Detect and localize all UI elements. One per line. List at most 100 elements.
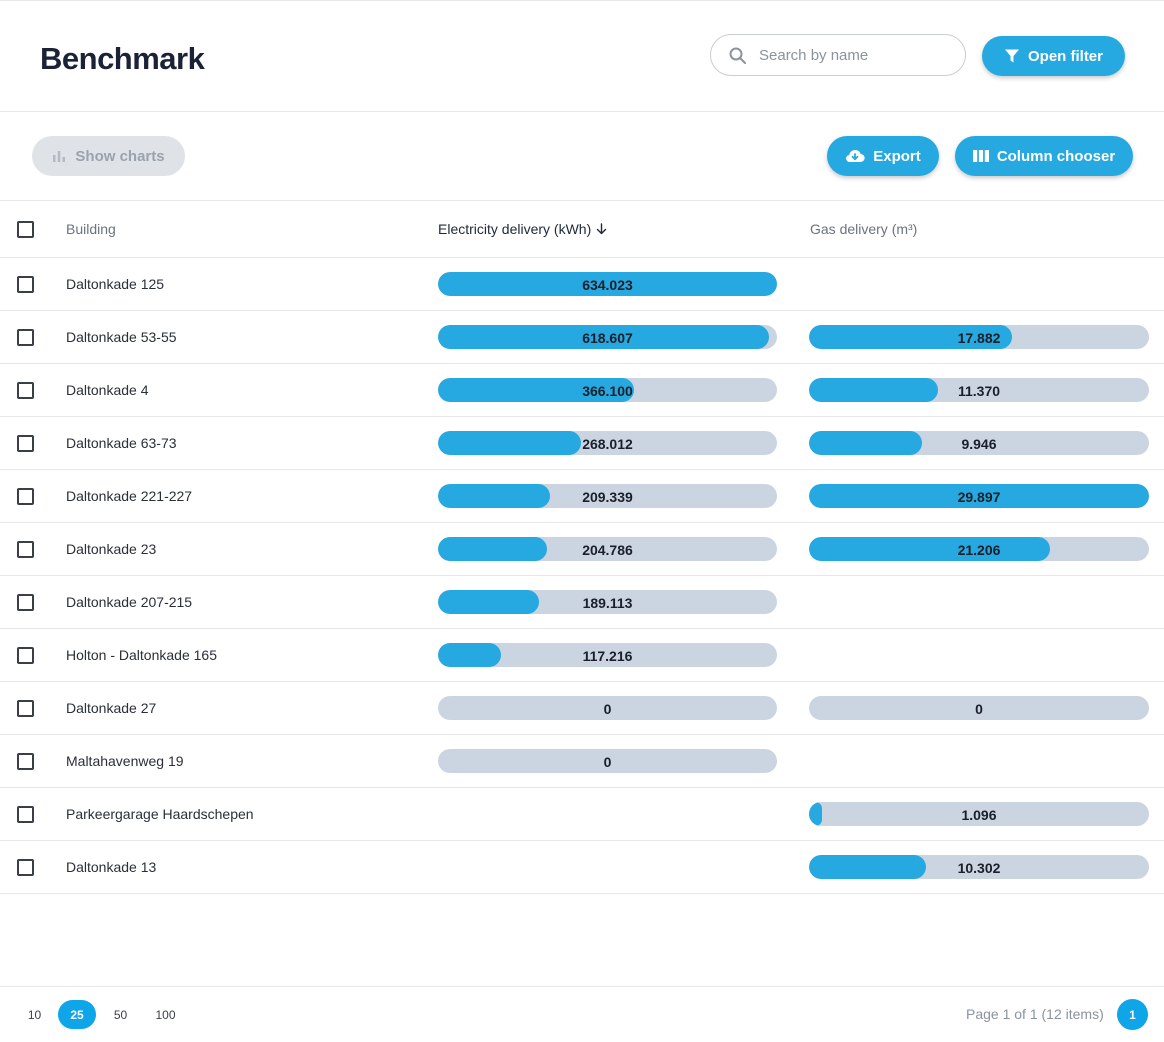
electricity-value: 618.607 [582, 330, 633, 346]
export-button[interactable]: Export [827, 136, 939, 176]
electricity-value: 0 [603, 701, 612, 717]
gas-value: 21.206 [957, 542, 1001, 558]
column-header-gas[interactable]: Gas delivery (m³) [810, 221, 918, 237]
electricity-value: 117.216 [582, 648, 633, 664]
row-checkbox[interactable] [17, 806, 34, 823]
gas-bar-fill [809, 537, 1051, 561]
gas-value: 11.370 [957, 383, 1001, 399]
gas-bar: 9.946 [809, 431, 1149, 455]
building-name: Daltonkade 23 [66, 541, 157, 557]
select-all-checkbox[interactable] [17, 221, 34, 238]
building-name: Holton - Daltonkade 165 [66, 647, 217, 663]
gas-bar-fill [809, 325, 1013, 349]
table-row[interactable]: Maltahavenweg 19 0 [0, 735, 1164, 788]
electricity-bar-fill [438, 484, 550, 508]
electricity-bar: 204.786 [438, 537, 777, 561]
gas-value: 1.096 [961, 807, 997, 823]
electricity-value: 209.339 [582, 489, 633, 505]
building-name: Daltonkade 53-55 [66, 329, 177, 345]
row-checkbox[interactable] [17, 594, 34, 611]
table-row[interactable]: Daltonkade 4 366.100 11.370 [0, 364, 1164, 417]
column-chooser-label: Column chooser [996, 147, 1116, 165]
building-name: Daltonkade 13 [66, 859, 157, 875]
electricity-bar: 268.012 [438, 431, 777, 455]
electricity-bar: 189.113 [438, 590, 777, 614]
electricity-value: 189.113 [582, 595, 633, 611]
benchmark-table: Building Electricity delivery (kWh) Gas … [0, 201, 1164, 894]
cloud-download-icon [846, 149, 865, 163]
row-checkbox[interactable] [17, 859, 34, 876]
row-checkbox[interactable] [17, 435, 34, 452]
gas-bar-fill [809, 431, 923, 455]
electricity-bar-fill [438, 431, 582, 455]
table-row[interactable]: Holton - Daltonkade 165 117.216 [0, 629, 1164, 682]
electricity-bar-fill [438, 272, 777, 296]
search-input[interactable] [759, 36, 955, 74]
table-toolbar: Show charts Export Column chooser [0, 112, 1164, 201]
building-name: Daltonkade 4 [66, 382, 149, 398]
row-checkbox[interactable] [17, 753, 34, 770]
row-checkbox[interactable] [17, 647, 34, 664]
building-name: Maltahavenweg 19 [66, 753, 184, 769]
column-header-electricity[interactable]: Electricity delivery (kWh) [438, 221, 607, 237]
gas-bar: 29.897 [809, 484, 1149, 508]
building-name: Daltonkade 125 [66, 276, 165, 292]
table-row[interactable]: Parkeergarage Haardschepen 1.096 [0, 788, 1164, 841]
export-label: Export [873, 147, 921, 165]
electricity-bar-fill [438, 643, 501, 667]
gas-bar-fill [809, 484, 1149, 508]
show-charts-label: Show charts [75, 147, 165, 165]
table-row[interactable]: Daltonkade 13 10.302 [0, 841, 1164, 894]
gas-bar: 21.206 [809, 537, 1149, 561]
electricity-value: 0 [603, 754, 612, 770]
column-chooser-button[interactable]: Column chooser [955, 136, 1133, 176]
table-row[interactable]: Daltonkade 53-55 618.607 17.882 [0, 311, 1164, 364]
row-checkbox[interactable] [17, 700, 34, 717]
table-row[interactable]: Daltonkade 207-215 189.113 [0, 576, 1164, 629]
building-name: Daltonkade 63-73 [66, 435, 177, 451]
page-header: Benchmark Open filter [0, 1, 1164, 112]
table-row[interactable]: Daltonkade 23 204.786 21.206 [0, 523, 1164, 576]
page-title: Benchmark [40, 41, 205, 76]
electricity-bar: 117.216 [438, 643, 777, 667]
columns-icon [972, 150, 989, 162]
row-checkbox[interactable] [17, 276, 34, 293]
open-filter-button[interactable]: Open filter [982, 36, 1125, 76]
table-row[interactable]: Daltonkade 27 0 0 [0, 682, 1164, 735]
table-header-row: Building Electricity delivery (kWh) Gas … [0, 201, 1164, 258]
gas-bar-fill [809, 378, 939, 402]
building-name: Parkeergarage Haardschepen [66, 806, 254, 822]
bar-chart-icon [53, 151, 66, 162]
page-size-100[interactable]: 100 [155, 1007, 176, 1022]
row-checkbox[interactable] [17, 541, 34, 558]
gas-bar-fill [809, 802, 822, 826]
gas-value: 29.897 [957, 489, 1001, 505]
electricity-bar-fill [438, 378, 634, 402]
table-row[interactable]: Daltonkade 221-227 209.339 29.897 [0, 470, 1164, 523]
electricity-bar-fill [438, 590, 540, 614]
table-row[interactable]: Daltonkade 63-73 268.012 9.946 [0, 417, 1164, 470]
building-name: Daltonkade 221-227 [66, 488, 193, 504]
electricity-bar-fill [438, 325, 769, 349]
search-box[interactable] [710, 34, 966, 76]
row-checkbox[interactable] [17, 488, 34, 505]
electricity-bar: 634.023 [438, 272, 777, 296]
gas-bar: 11.370 [809, 378, 1149, 402]
column-header-building[interactable]: Building [66, 221, 116, 237]
row-checkbox[interactable] [17, 329, 34, 346]
gas-bar: 1.096 [809, 802, 1149, 826]
electricity-bar: 0 [438, 696, 777, 720]
top-border [0, 0, 1164, 1]
gas-bar: 10.302 [809, 855, 1149, 879]
electricity-value: 366.100 [582, 383, 633, 399]
table-row[interactable]: Daltonkade 125 634.023 [0, 258, 1164, 311]
page-size-10[interactable]: 10 [27, 1007, 42, 1022]
page-size-50[interactable]: 50 [113, 1007, 128, 1022]
electricity-bar: 366.100 [438, 378, 777, 402]
electricity-value: 634.023 [582, 277, 633, 293]
show-charts-button[interactable]: Show charts [32, 136, 185, 176]
gas-bar: 0 [809, 696, 1149, 720]
page-size-25[interactable]: 25 [58, 1000, 96, 1029]
page-button-1[interactable]: 1 [1117, 999, 1148, 1030]
row-checkbox[interactable] [17, 382, 34, 399]
